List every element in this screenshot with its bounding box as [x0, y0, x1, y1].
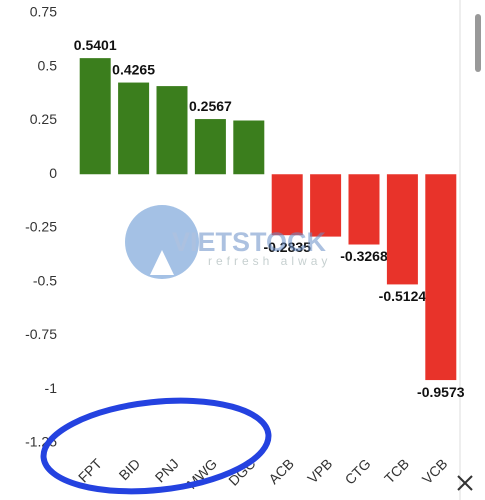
bar [348, 174, 380, 245]
bar [425, 174, 457, 381]
value-label: 0.5401 [74, 37, 117, 53]
watermark-title: VIETSTOCK [172, 227, 327, 257]
value-label: -0.2835 [263, 239, 311, 255]
watermark-subtitle: refresh alway [208, 254, 331, 268]
bar [118, 82, 150, 175]
y-tick-label: 0.75 [30, 4, 57, 20]
close-button[interactable] [457, 475, 473, 491]
bar [194, 119, 226, 175]
y-tick-label: 0 [49, 165, 57, 181]
y-tick-label: 0.5 [38, 57, 58, 73]
annotation-circle [40, 397, 272, 495]
bar [233, 120, 265, 175]
watermark: VIETSTOCK refresh alway [125, 205, 331, 279]
bar [79, 58, 111, 175]
watermark-arrow [150, 250, 174, 275]
watermark-logo [125, 205, 199, 279]
value-label: -0.3268 [340, 248, 388, 264]
value-label: -0.9573 [417, 384, 465, 400]
y-tick-label: -0.25 [25, 219, 57, 235]
value-label: 0.2567 [189, 98, 232, 114]
value-label: 0.4265 [112, 61, 155, 77]
bar [386, 174, 418, 285]
bar [310, 174, 342, 237]
value-label: -0.5124 [379, 288, 427, 304]
y-tick-label: -1 [45, 380, 58, 396]
bar [271, 174, 303, 236]
bar [156, 86, 188, 175]
scrollbar[interactable] [475, 14, 481, 72]
y-tick-label: -0.5 [33, 272, 57, 288]
close-icon [457, 475, 473, 491]
y-tick-label: 0.25 [30, 111, 57, 127]
y-tick-label: -0.75 [25, 326, 57, 342]
